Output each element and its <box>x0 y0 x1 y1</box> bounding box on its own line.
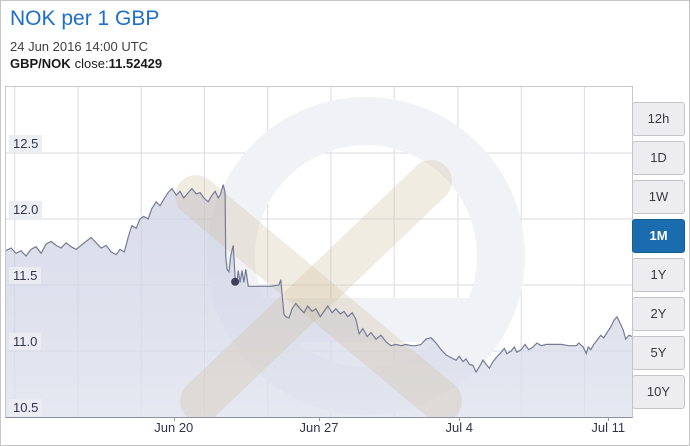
x-axis-label: Jun 20 <box>154 420 194 435</box>
range-button-1y[interactable]: 1Y <box>632 258 685 292</box>
currency-pair: GBP/NOK <box>10 56 71 71</box>
range-button-1d[interactable]: 1D <box>632 141 685 175</box>
x-axis-label: Jun 27 <box>299 420 339 435</box>
chart-timestamp: 24 Jun 2016 14:00 UTC <box>10 39 149 54</box>
close-line: GBP/NOK close:11.52429 <box>10 56 162 71</box>
close-point-marker <box>231 277 240 286</box>
price-chart[interactable]: 12.5 12.0 11.5 11.0 10.5 <box>5 86 633 418</box>
range-button-2y[interactable]: 2Y <box>632 297 685 331</box>
x-axis-tick <box>319 417 320 421</box>
y-axis-label: 11.0 <box>9 333 42 350</box>
close-label: close: <box>74 56 109 71</box>
range-button-5y[interactable]: 5Y <box>632 336 685 370</box>
range-button-1w[interactable]: 1W <box>632 180 685 214</box>
y-axis-label: 11.5 <box>9 267 42 284</box>
y-axis-label: 12.0 <box>9 201 43 218</box>
page-title: NOK per 1 GBP <box>10 7 160 30</box>
x-axis-label: Jul 11 <box>591 420 626 435</box>
x-axis-tick <box>608 417 610 421</box>
range-button-10y[interactable]: 10Y <box>632 375 685 409</box>
x-axis-label: Jul 4 <box>445 420 473 435</box>
close-value: 11.52429 <box>108 56 163 71</box>
y-axis-label: 12.5 <box>9 135 43 152</box>
x-axis-tick <box>173 417 175 421</box>
chart-canvas <box>6 87 632 417</box>
range-button-12h[interactable]: 12h <box>632 102 685 136</box>
range-button-1m[interactable]: 1M <box>632 219 685 253</box>
xe-watermark-x-icon <box>175 175 462 417</box>
x-axis-tick <box>459 417 461 421</box>
series-area <box>6 184 632 417</box>
xe-watermark-x-icon <box>180 160 452 417</box>
range-button-group: 12h 1D 1W 1M 1Y 2Y 5Y 10Y <box>632 102 685 414</box>
y-axis-label: 10.5 <box>9 399 43 416</box>
series-line <box>6 184 632 374</box>
